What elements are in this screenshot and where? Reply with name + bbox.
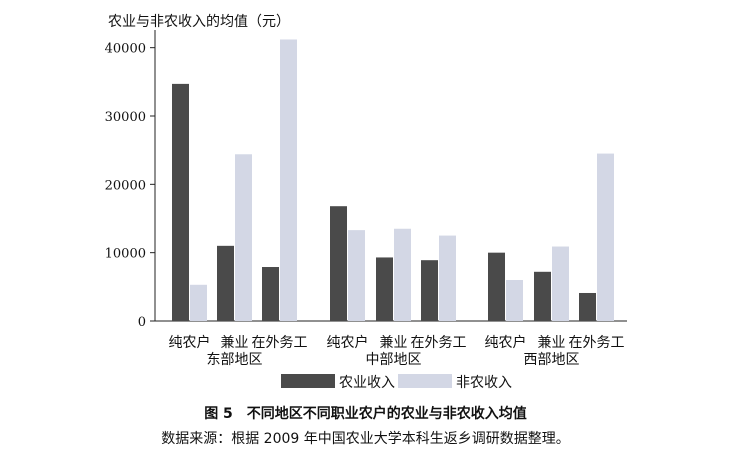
y-tick-label: 30000 (105, 110, 146, 125)
bar-agri-1 (217, 245, 234, 321)
category-label: 在外务工 (569, 335, 625, 351)
legend: 农业收入 非农收入 (281, 374, 512, 391)
category-label: 纯农户 (169, 334, 211, 351)
axes: 0 10000 20000 30000 40000 (105, 30, 627, 330)
bar-nonagri-6 (506, 280, 523, 321)
bar-agri-7 (534, 271, 551, 321)
bar-nonagri-7 (552, 246, 569, 321)
category-label: 在外务工 (252, 335, 308, 351)
bar-agri-5 (421, 260, 438, 321)
bar-agri-3 (330, 206, 347, 321)
bar-nonagri-0 (190, 284, 207, 321)
legend-swatch-1 (398, 374, 452, 388)
y-tick-label: 10000 (105, 247, 146, 262)
bar-agri-2 (262, 267, 279, 321)
bar-agri-0 (172, 83, 189, 321)
bar-agri-8 (579, 292, 596, 321)
group-label: 中部地区 (366, 352, 422, 368)
bar-nonagri-1 (235, 154, 252, 321)
bar-nonagri-5 (439, 235, 456, 321)
legend-label-1: 非农收入 (456, 375, 512, 391)
category-label: 纯农户 (485, 334, 527, 351)
bar-nonagri-2 (280, 39, 297, 321)
bars (172, 39, 614, 321)
bar-nonagri-8 (597, 153, 614, 321)
y-tick-label: 40000 (105, 42, 146, 57)
group-label: 东部地区 (207, 352, 263, 368)
bar-nonagri-4 (394, 228, 411, 321)
bar-agri-4 (376, 257, 393, 321)
figure-caption: 图 5 不同地区不同职业农户的农业与非农收入均值 (204, 406, 527, 422)
legend-label-0: 农业收入 (339, 375, 395, 391)
category-label: 纯农户 (327, 334, 369, 351)
category-label: 兼业 (380, 335, 408, 351)
y-tick-label: 0 (138, 315, 146, 330)
bar-agri-6 (488, 252, 505, 321)
data-source-note: 数据来源：根据 2009 年中国农业大学本科生返乡调研数据整理。 (161, 431, 570, 447)
y-axis-title: 农业与非农收入的均值（元） (108, 14, 290, 30)
legend-swatch-0 (281, 374, 335, 388)
y-tick-label: 20000 (105, 178, 146, 193)
group-label: 西部地区 (524, 352, 580, 368)
category-label: 兼业 (221, 335, 249, 351)
bar-nonagri-3 (348, 230, 365, 321)
category-label: 在外务工 (411, 335, 467, 351)
category-label: 兼业 (538, 335, 566, 351)
